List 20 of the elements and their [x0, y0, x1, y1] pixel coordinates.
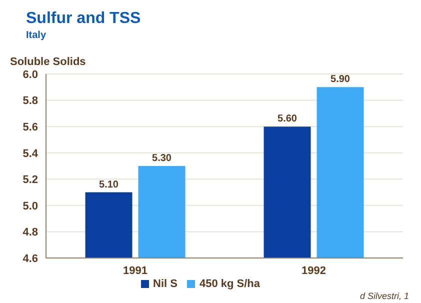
y-tick-label: 6.0 [22, 68, 38, 81]
chart-title: Sulfur and TSS [26, 10, 141, 28]
data-label: 5.60 [278, 114, 298, 125]
data-label: 5.90 [330, 74, 350, 86]
y-tick-label: 5.8 [22, 95, 38, 108]
y-tick-label: 5.0 [22, 200, 38, 212]
y-tick-label: 4.8 [22, 226, 38, 239]
legend-label: 450 kg S/ha [199, 278, 260, 290]
chart-subtitle: Italy [26, 30, 46, 41]
y-tick-label: 5.2 [22, 174, 38, 186]
data-label: 5.10 [99, 179, 119, 190]
x-tick-label: 1992 [302, 264, 326, 277]
y-tick-label: 4.6 [22, 252, 38, 265]
y-tick-label: 5.6 [22, 121, 38, 134]
x-tick-label: 1991 [123, 264, 148, 277]
y-tick-label: 5.4 [22, 148, 39, 160]
text: d Silvestri, 1 [360, 291, 409, 301]
y-axis-title: Soluble Solids [10, 56, 86, 68]
legend-label: Nil S [153, 278, 178, 290]
data-label: 5.30 [152, 153, 172, 164]
